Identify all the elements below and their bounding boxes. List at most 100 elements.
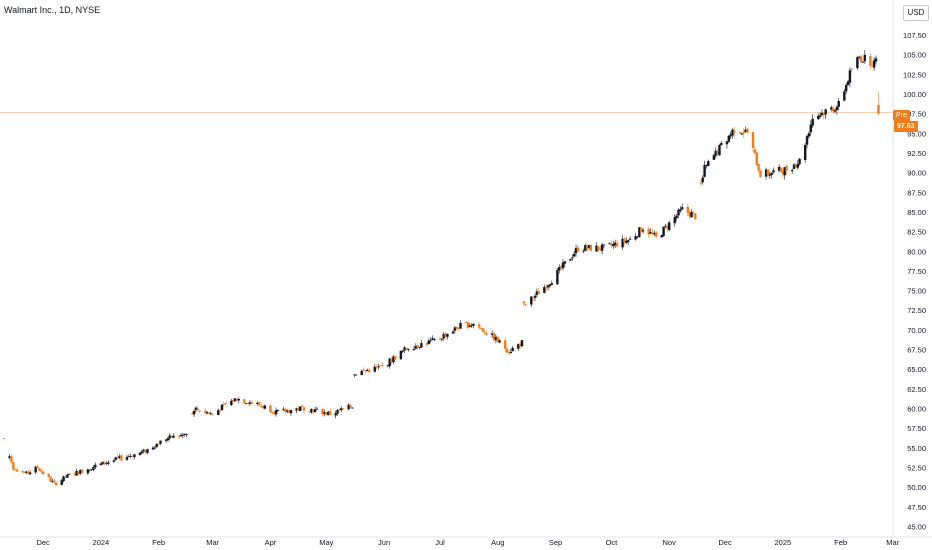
candle-body [328, 411, 332, 416]
candle-body [494, 336, 498, 341]
candle-body [446, 333, 449, 337]
candle-body [403, 347, 406, 351]
candle-body [392, 356, 395, 363]
time-tick-label: Aug [491, 538, 504, 547]
candle-body [313, 409, 317, 412]
candle-body [179, 434, 183, 437]
candle-body [336, 409, 339, 414]
candle-body [250, 402, 254, 404]
candle-body [53, 480, 56, 483]
candle-body [507, 352, 511, 354]
candle-body [856, 57, 859, 69]
price-tick-label: 82.50 [907, 228, 926, 237]
price-tick-label: 45.00 [907, 523, 926, 532]
time-tick-label: Feb [152, 538, 165, 547]
candle-body [194, 407, 198, 411]
price-tick-label: 95.00 [907, 129, 926, 138]
candle-body [531, 297, 535, 299]
candle-body [90, 469, 93, 471]
candle-body [233, 398, 237, 402]
candle-body [21, 470, 24, 473]
candle-body [803, 145, 807, 160]
candle-body [25, 471, 28, 473]
candle-body [638, 227, 641, 238]
candle-body [416, 345, 419, 348]
candle-body [640, 228, 643, 233]
price-tick-label: 72.50 [907, 306, 926, 315]
candle-body [155, 443, 158, 447]
candle-body [338, 409, 341, 411]
candle-body [334, 413, 337, 416]
candle-body [36, 466, 39, 469]
candle-body [742, 132, 745, 134]
candle-body [321, 409, 324, 415]
candle-body [287, 410, 291, 413]
candle-body [79, 469, 82, 474]
candle-body [49, 476, 52, 482]
candle-body [818, 115, 822, 117]
time-tick-label: 2024 [93, 538, 110, 547]
time-tick-label: Mar [886, 538, 899, 547]
candle-body [768, 174, 771, 176]
price-tick-label: 80.00 [907, 247, 926, 256]
candle-body [563, 261, 567, 264]
candle-body [481, 328, 485, 332]
candle-body [220, 404, 224, 411]
candle-body [12, 462, 15, 470]
candle-body [850, 68, 853, 70]
candle-body [101, 461, 104, 465]
candle-body [843, 91, 846, 101]
price-tick-label: 75.00 [907, 287, 926, 296]
candle-body [418, 347, 421, 349]
candle-body [837, 100, 840, 107]
candle-body [796, 164, 799, 168]
candle-body [608, 243, 611, 244]
candle-body [517, 344, 520, 349]
candle-body [766, 169, 770, 175]
candle-body [720, 142, 723, 146]
candle-body [379, 365, 382, 367]
candle-body [859, 56, 863, 62]
candle-body [297, 407, 300, 411]
candle-body [492, 333, 496, 341]
candle-body [811, 118, 814, 126]
candle-body [204, 410, 207, 413]
candle-body [429, 340, 432, 342]
candle-body [718, 144, 721, 156]
candle-body [623, 238, 626, 243]
candle-body [325, 412, 328, 415]
candle-body [258, 402, 261, 406]
candle-body [477, 324, 481, 328]
candle-body [272, 412, 276, 414]
candle-body [269, 405, 272, 413]
candle-body [533, 295, 537, 298]
currency-button[interactable]: USD [903, 5, 929, 21]
candle-body [394, 356, 397, 360]
time-tick-label: Sep [549, 538, 562, 547]
candle-body [455, 327, 458, 329]
candle-body [770, 172, 773, 175]
candle-body [27, 472, 30, 474]
price-tick-label: 87.50 [907, 188, 926, 197]
candle-body [628, 238, 632, 240]
candle-body [183, 434, 186, 436]
candle-body [209, 413, 213, 414]
candle-body [707, 160, 710, 167]
time-tick-label: Jun [378, 538, 390, 547]
candle-body [561, 262, 565, 269]
candle-body [792, 164, 796, 169]
candle-body [599, 248, 602, 250]
candle-body [231, 399, 235, 402]
candle-body [451, 331, 455, 334]
candle-body [373, 366, 376, 372]
candle-body [312, 408, 315, 413]
candle-body [13, 469, 17, 471]
candle-body [170, 436, 173, 438]
candle-body [662, 226, 665, 237]
candle-body [545, 286, 548, 289]
candle-body [440, 338, 444, 340]
candle-body [107, 462, 110, 464]
price-tick-label: 57.50 [907, 424, 926, 433]
candle-body [576, 247, 580, 252]
